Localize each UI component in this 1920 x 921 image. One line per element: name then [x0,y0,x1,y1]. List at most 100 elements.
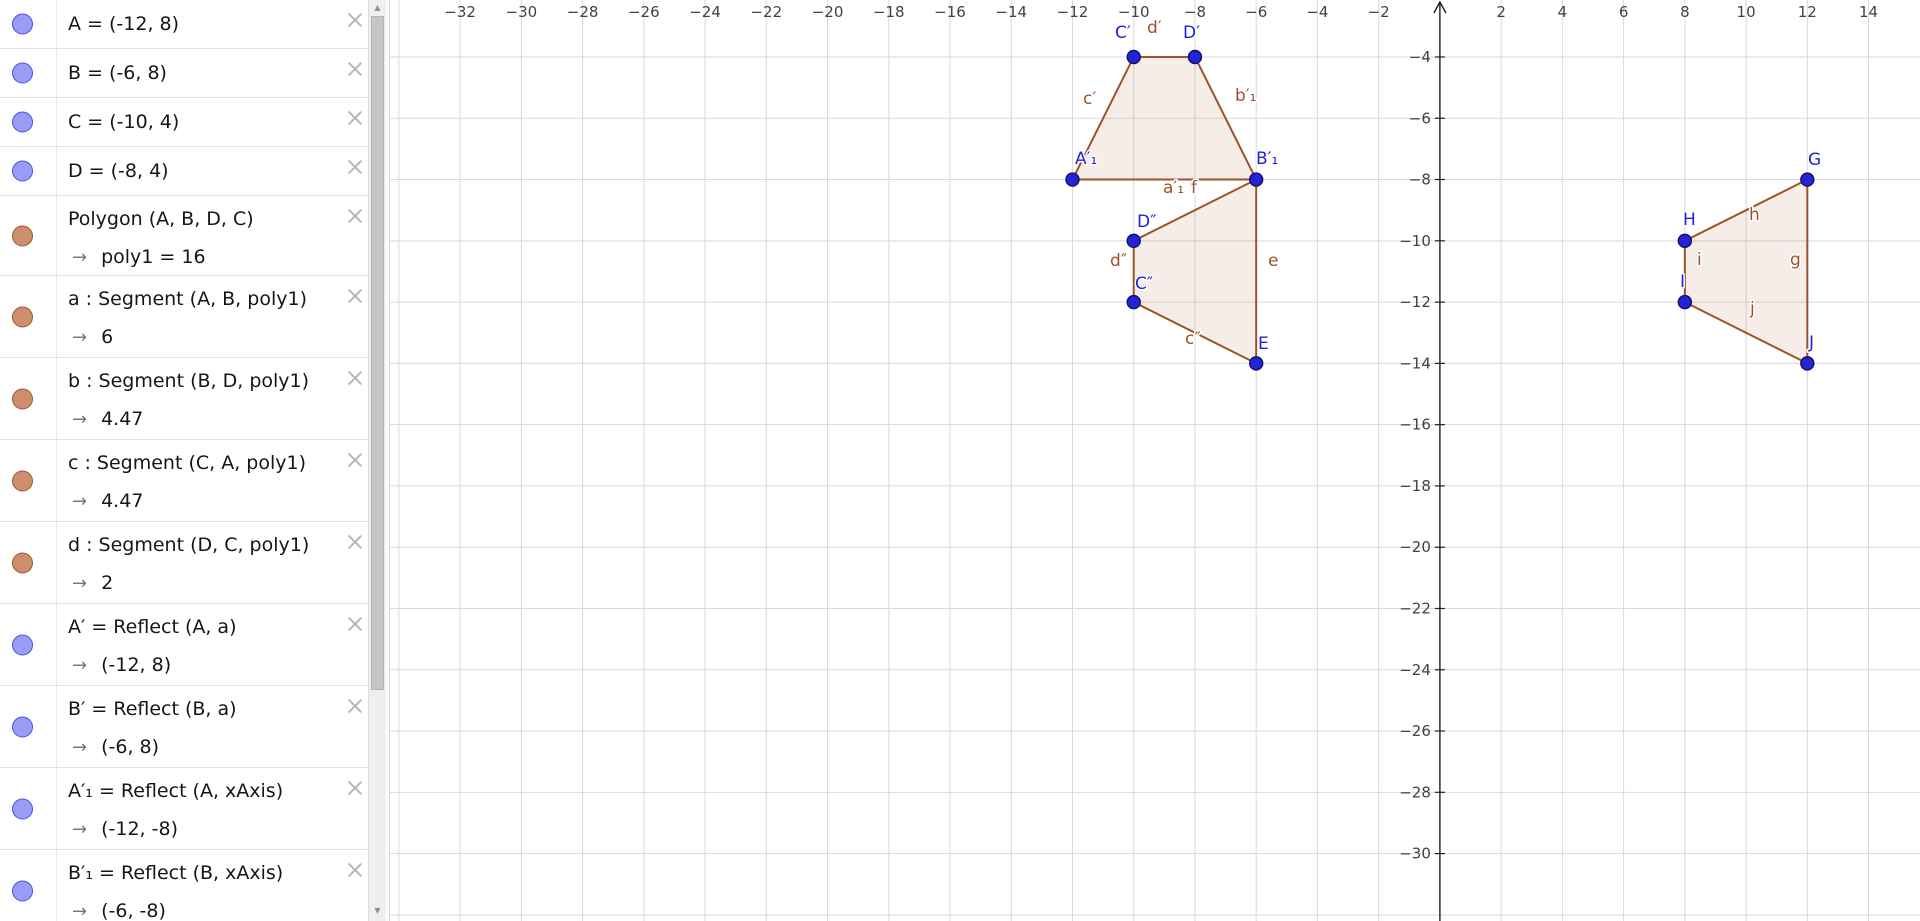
graph-point[interactable] [1800,172,1815,187]
y-axis-tick-label: −8 [1409,171,1431,189]
x-axis-tick-label: −22 [750,3,782,21]
algebra-row[interactable]: Polygon (A, B, D, C) → poly1 = 16 [0,196,368,276]
object-definition: a : Segment (A, B, poly1) [68,288,307,310]
delete-object-icon[interactable] [346,109,364,127]
delete-object-icon[interactable] [346,697,364,715]
visibility-toggle-marble[interactable] [12,552,33,573]
x-axis-tick-label: −2 [1368,3,1390,21]
x-axis-tick-label: 6 [1619,3,1629,21]
scrollbar-thumb[interactable] [371,16,384,690]
visibility-toggle-marble[interactable] [12,880,33,901]
point-label[interactable]: C″ [1134,273,1155,296]
delete-object-icon[interactable] [346,158,364,176]
point-label[interactable]: D′ [1182,22,1202,45]
visibility-toggle-marble[interactable] [12,306,33,327]
panel-divider [389,0,390,921]
point-label[interactable]: H [1682,209,1698,232]
algebra-row[interactable]: c : Segment (C, A, poly1) → 4.47 [0,440,368,522]
y-axis-tick-label: −22 [1399,599,1431,617]
visibility-toggle-marble[interactable] [12,470,33,491]
algebra-row[interactable]: B′₁ = Reflect (B, xAxis) → (-6, -8) [0,850,368,921]
scrollbar-down-arrow-icon[interactable]: ▼ [374,906,381,915]
graph-point[interactable] [1248,172,1264,187]
algebra-row[interactable]: C = (-10, 4) [0,98,368,147]
edge-label[interactable]: d′ [1146,17,1164,40]
algebra-row[interactable]: B′ = Reflect (B, a) → (-6, 8) [0,686,368,768]
graph-point[interactable] [1065,172,1080,187]
visibility-toggle-marble[interactable] [12,634,33,655]
edge-label[interactable]: i [1696,249,1704,272]
edge-label[interactable]: f [1190,177,1200,200]
graph-point[interactable] [1800,356,1815,371]
output-arrow-icon: → [72,491,88,512]
delete-object-icon[interactable] [346,861,364,879]
algebra-row[interactable]: A′ = Reflect (A, a) → (-12, 8) [0,604,368,686]
delete-object-icon[interactable] [346,615,364,633]
graph-point[interactable] [1187,49,1203,65]
point-label[interactable]: C′ [1114,22,1133,45]
algebra-row[interactable]: A = (-12, 8) [0,0,368,49]
object-definition: Polygon (A, B, D, C) [68,208,254,230]
delete-object-icon[interactable] [346,60,364,78]
edge-label[interactable]: e [1267,250,1280,273]
visibility-toggle-marble[interactable] [12,111,33,133]
visibility-toggle-marble[interactable] [12,13,33,35]
graph-point[interactable] [1677,294,1693,310]
visibility-toggle-marble[interactable] [12,716,33,737]
graph-point[interactable] [1248,356,1264,371]
x-axis-tick-label: −4 [1306,3,1328,21]
delete-object-icon[interactable] [346,779,364,797]
algebra-row[interactable]: d : Segment (D, C, poly1) → 2 [0,522,368,604]
graph-point[interactable] [1126,294,1141,310]
x-axis-tick-label: 10 [1737,3,1756,21]
delete-object-icon[interactable] [346,451,364,469]
point-label[interactable]: A′₁ [1074,148,1099,171]
algebra-row[interactable]: a : Segment (A, B, poly1) → 6 [0,276,368,358]
graph-point[interactable] [1126,49,1141,65]
edge-label[interactable]: d″ [1109,250,1129,273]
algebra-row[interactable]: B = (-6, 8) [0,49,368,98]
graphics-view[interactable]: −4 −6 −8 −10 −12 −14 −16 −18 −20 −22 −24 −26 −28 −30−… [390,0,1920,921]
object-value: → 2 [72,572,113,594]
point-label[interactable]: I [1679,271,1687,294]
visibility-toggle-marble[interactable] [12,225,33,246]
edge-label[interactable]: b′₁ [1234,85,1258,108]
object-value: → (-12, 8) [72,654,171,676]
point-label[interactable]: J [1807,332,1816,355]
scrollbar-up-arrow-icon[interactable]: ▲ [374,3,381,12]
delete-object-icon[interactable] [346,207,364,225]
visibility-toggle-marble[interactable] [12,388,33,409]
point-label[interactable]: B′₁ [1255,148,1280,171]
algebra-row[interactable]: b : Segment (B, D, poly1) → 4.47 [0,358,368,440]
y-axis-tick-label: −10 [1399,232,1431,250]
graph-point[interactable] [1677,233,1693,249]
delete-object-icon[interactable] [346,287,364,305]
edge-label[interactable]: j [1748,298,1757,321]
y-axis-tick-label: −20 [1399,538,1431,556]
algebra-scrollbar[interactable]: ▲ ▼ [368,0,386,921]
graph-point[interactable] [1126,233,1141,249]
algebra-row[interactable]: A′₁ = Reflect (A, xAxis) → (-12, -8) [0,768,368,850]
edge-label[interactable]: h [1748,204,1762,227]
graphics-canvas[interactable]: −4−6−8−10−12−14−16−18−20−22−24−26−28−30−… [390,0,1920,921]
edge-label[interactable]: g [1789,249,1803,272]
x-axis-tick-label: −14 [995,3,1027,21]
visibility-toggle-marble[interactable] [12,798,33,819]
point-label[interactable]: G [1807,149,1823,172]
visibility-toggle-marble[interactable] [12,62,33,84]
edge-label[interactable]: c″ [1184,328,1203,351]
delete-object-icon[interactable] [346,369,364,387]
delete-object-icon[interactable] [346,533,364,551]
output-arrow-icon: → [72,737,88,758]
point-label[interactable]: E [1257,333,1271,356]
algebra-row[interactable]: D = (-8, 4) [0,147,368,196]
object-value: → (-12, -8) [72,818,178,840]
visibility-toggle-marble[interactable] [12,160,33,182]
delete-object-icon[interactable] [346,11,364,29]
point-label[interactable]: D″ [1136,211,1158,234]
x-axis-tick-label: 14 [1859,3,1878,21]
edge-label[interactable]: c′ [1082,88,1098,111]
object-definition: B = (-6, 8) [68,62,167,84]
edge-label[interactable]: a′₁ [1162,177,1186,200]
x-axis-tick-label: −24 [689,3,721,21]
